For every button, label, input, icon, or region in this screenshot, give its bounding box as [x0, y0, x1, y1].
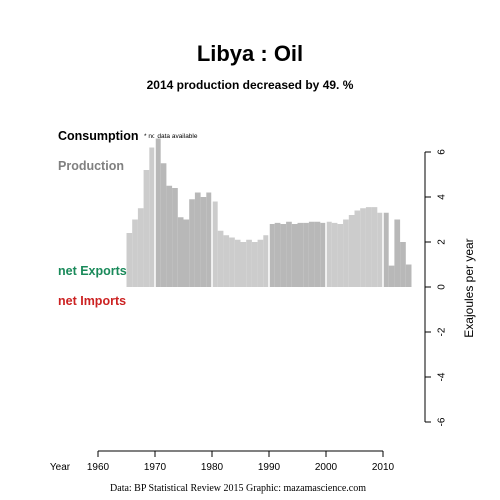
bar-2014: [405, 264, 412, 287]
bar-1993: [286, 221, 292, 287]
bar-1996: [303, 222, 309, 288]
bar-1981: [217, 230, 224, 287]
y-axis-label: Exajoules per year: [462, 238, 476, 337]
chart-title: Libya : Oil: [197, 41, 303, 66]
bar-1974: [177, 217, 184, 287]
y-tick-label-6: 6: [437, 149, 448, 155]
x-tick-label-1990: 1990: [258, 462, 281, 473]
legend-consumption: Consumption: [58, 129, 139, 143]
y-tick-label--6: -6: [437, 417, 448, 426]
bar-1973: [172, 188, 178, 287]
legend-production: Production: [58, 159, 124, 173]
bar-2008: [371, 207, 378, 288]
bar-1977: [194, 192, 201, 287]
bar-1985: [240, 242, 247, 287]
x-tick-label-1980: 1980: [201, 462, 224, 473]
y-tick-label-0: 0: [437, 284, 448, 290]
bar-2001: [331, 222, 338, 288]
bar-2013: [400, 242, 406, 287]
bar-2012: [394, 219, 401, 287]
bar-2007: [365, 207, 372, 288]
bar-1983: [229, 237, 235, 287]
bar-1976: [189, 199, 195, 287]
bar-1975: [183, 219, 190, 287]
bar-2010: [383, 212, 389, 287]
production-bars: [126, 129, 412, 288]
bar-1987: [251, 242, 258, 287]
bar-2004: [348, 215, 355, 287]
bar-1989: [263, 235, 269, 287]
x-tick-label-2000: 2000: [315, 462, 338, 473]
bar-1966: [132, 219, 138, 287]
bar-1994: [291, 224, 298, 287]
bar-1972: [166, 185, 173, 287]
bar-1984: [234, 239, 241, 287]
chart-subtitle: 2014 production decreased by 49. %: [147, 78, 354, 92]
bar-1995: [297, 222, 304, 288]
y-tick-label--4: -4: [437, 372, 448, 381]
y-tick-label-4: 4: [437, 194, 448, 200]
x-tick-label-1960: 1960: [87, 462, 110, 473]
bar-1980: [212, 201, 218, 287]
bar-1986: [246, 239, 252, 287]
y-tick-label-2: 2: [437, 239, 448, 245]
bar-2009: [377, 212, 383, 287]
bar-1997: [308, 221, 315, 287]
y-axis: 6 4 2 0 -2 -4 -6: [424, 149, 448, 426]
no-data-note: * no data available: [144, 133, 198, 140]
bar-2000: [326, 221, 332, 287]
source-credit: Data: BP Statistical Review 2015 Graphic…: [110, 483, 366, 494]
bar-2006: [360, 208, 366, 287]
x-tick-label-1970: 1970: [144, 462, 167, 473]
bar-1978: [200, 197, 207, 287]
bar-1970: [155, 138, 161, 287]
bar-1990: [269, 224, 275, 287]
x-tick-label-2010: 2010: [372, 462, 395, 473]
bar-1991: [274, 222, 281, 288]
bar-2002: [337, 224, 344, 287]
x-axis: 1960 1970 1980 1990 2000 2010: [87, 450, 395, 473]
bar-2011: [388, 265, 395, 288]
x-axis-label: Year: [50, 462, 71, 473]
legend-net-imports: net Imports: [58, 294, 126, 308]
bar-1979: [206, 192, 212, 287]
legend-net-exports: net Exports: [58, 264, 127, 278]
bar-1971: [160, 163, 167, 287]
bar-2005: [354, 210, 361, 287]
bar-1969: [149, 147, 155, 287]
bar-1965: [126, 233, 133, 287]
bar-1998: [314, 221, 321, 287]
bar-1988: [257, 239, 264, 287]
bar-1999: [320, 222, 326, 288]
bar-1982: [223, 235, 230, 287]
y-tick-label--2: -2: [437, 327, 448, 336]
bar-1967: [137, 208, 144, 287]
bar-1968: [143, 170, 150, 287]
bar-2003: [343, 219, 349, 287]
bar-1992: [280, 224, 287, 287]
